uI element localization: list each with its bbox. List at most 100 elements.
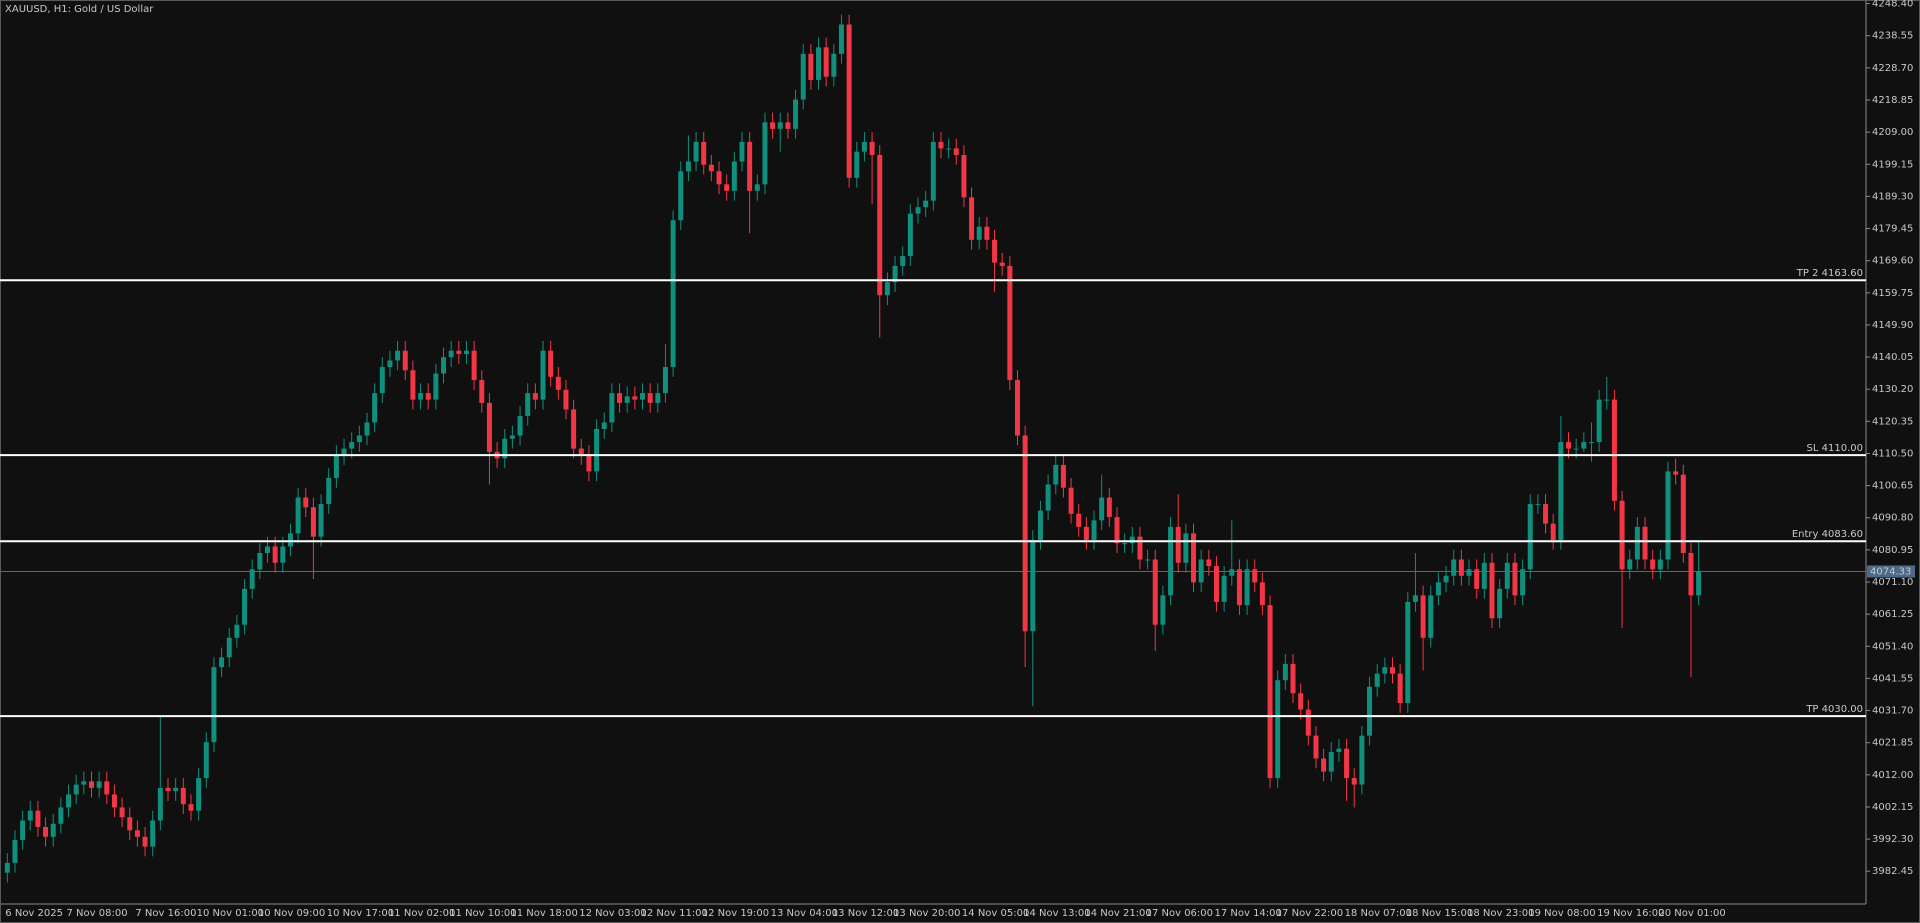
candle-body (1566, 442, 1572, 449)
candle-body (1091, 520, 1097, 540)
y-tick-label: 4179.45 (1872, 224, 1913, 235)
candle-body (892, 265, 898, 283)
candle-body (601, 422, 607, 430)
x-tick-label: 11 Nov 18:00 (510, 908, 577, 919)
candle-body (1030, 539, 1036, 632)
candle-body (1680, 474, 1686, 553)
candle-body (433, 373, 439, 400)
candle-body (456, 350, 462, 354)
bid-box (1867, 565, 1915, 578)
candle-body (372, 393, 378, 423)
candle-body (287, 533, 293, 547)
candle-body (838, 24, 844, 54)
candle-body (969, 197, 975, 240)
candle-body (517, 415, 523, 436)
candle-body (662, 367, 668, 394)
candle-body (747, 141, 753, 191)
candle-body (1168, 526, 1174, 596)
candle-body (226, 637, 232, 658)
y-tick-label: 3982.45 (1872, 866, 1913, 877)
candle-body (81, 781, 87, 785)
candle-body (708, 164, 714, 172)
candle-body (219, 657, 225, 668)
x-tick-label: 18 Nov 23:00 (1467, 908, 1534, 919)
candle-body (333, 455, 339, 478)
candle-body (1213, 566, 1219, 602)
y-tick-label: 4012.00 (1872, 770, 1913, 781)
candle-body (50, 823, 56, 837)
candle-body (1298, 693, 1304, 710)
candle-body (655, 393, 661, 403)
candle-body (157, 787, 163, 821)
candle-body (586, 455, 592, 472)
candle-body (617, 393, 623, 403)
candle-body (448, 350, 454, 358)
y-tick-label: 4199.15 (1872, 159, 1913, 170)
y-tick-label: 4189.30 (1872, 191, 1913, 202)
level-label: TP 2 4163.60 (1796, 268, 1863, 279)
candle-body (1412, 595, 1418, 602)
x-tick-label: 12 Nov 03:00 (579, 908, 646, 919)
x-tick-label: 11 Nov 10:00 (449, 908, 516, 919)
candle-body (1504, 562, 1510, 589)
candle-body (43, 827, 49, 837)
candle-body (701, 141, 707, 165)
x-tick-label: 11 Nov 02:00 (388, 908, 455, 919)
level-label: SL 4110.00 (1807, 443, 1863, 454)
candle-body (793, 99, 799, 129)
candle-body (88, 781, 94, 788)
candle-body (532, 393, 538, 400)
candle-body (1076, 513, 1082, 527)
candle-body (731, 161, 737, 191)
candle-body (66, 794, 72, 808)
candle-body (303, 497, 309, 508)
x-tick-label: 12 Nov 11:00 (640, 908, 707, 919)
y-tick-label: 4169.60 (1872, 256, 1913, 267)
candle-body (1068, 487, 1074, 514)
candle-body (1145, 559, 1151, 561)
candle-body (1221, 575, 1227, 602)
y-tick-label: 4120.35 (1872, 416, 1913, 427)
candle-body (777, 122, 783, 129)
candle-body (20, 820, 26, 841)
candle-body (678, 171, 684, 221)
candle-body (1474, 569, 1480, 589)
y-tick-label: 4090.80 (1872, 513, 1913, 524)
level-label: Entry 4083.60 (1792, 529, 1863, 540)
x-tick-label: 13 Nov 20:00 (893, 908, 960, 919)
candle-body (685, 161, 691, 172)
candle-body (1650, 559, 1656, 570)
candle-body (961, 154, 967, 198)
candle-body (525, 393, 531, 416)
candle-body (1619, 500, 1625, 570)
candle-body (1374, 673, 1380, 687)
candle-body (869, 141, 875, 155)
candle-body (800, 53, 806, 100)
candle-body (1627, 559, 1633, 570)
candle-body (58, 807, 64, 824)
candle-body (486, 402, 492, 452)
candle-body (1129, 536, 1135, 544)
candle-body (1481, 562, 1487, 589)
candle-body (402, 350, 408, 371)
candle-body (280, 546, 286, 563)
candle-body (242, 588, 248, 625)
candle-body (1382, 667, 1388, 674)
y-tick-label: 4061.25 (1872, 609, 1913, 620)
candle-body (111, 794, 117, 808)
candle-body (257, 552, 263, 570)
candle-body (1022, 435, 1028, 632)
candle-body (884, 282, 890, 296)
candle-body (27, 810, 33, 821)
y-tick-label: 4149.90 (1872, 320, 1913, 331)
candle-body (1520, 569, 1526, 596)
candle-body (846, 24, 852, 178)
candle-body (907, 213, 913, 257)
candle-body (1229, 569, 1235, 576)
candle-body (1443, 575, 1449, 583)
candle-body (1581, 442, 1587, 449)
candle-body (716, 171, 722, 185)
x-tick-label: 14 Nov 13:00 (1023, 908, 1090, 919)
candle-body (1183, 533, 1189, 563)
